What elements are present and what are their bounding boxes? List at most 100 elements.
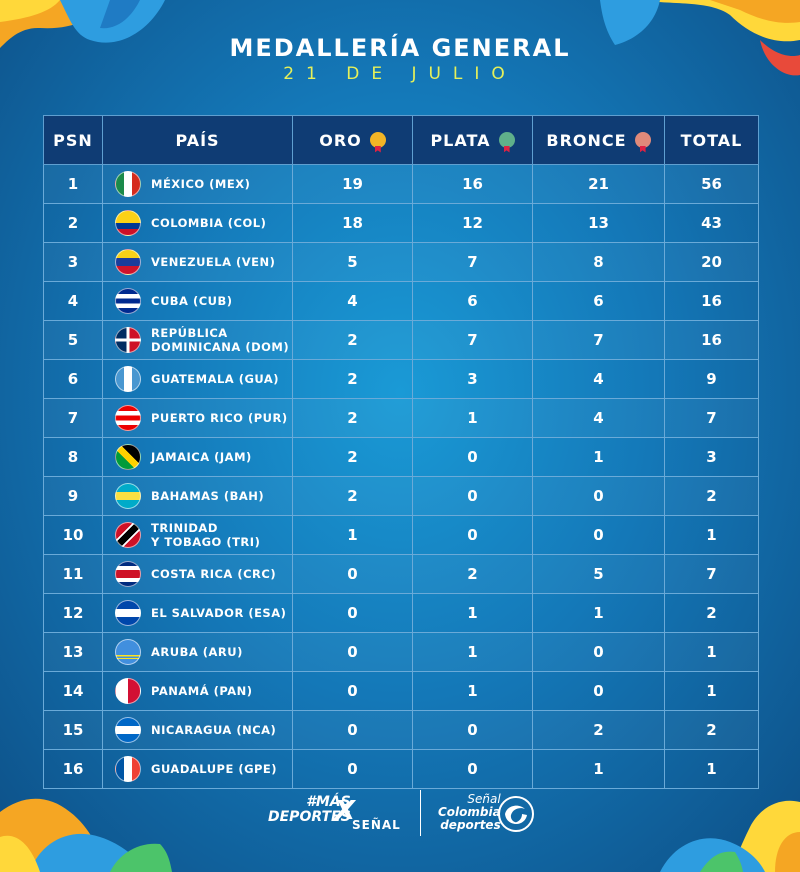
cell-bronce: 4 — [532, 359, 665, 399]
cell-oro: 18 — [292, 203, 413, 243]
colombia-flag-icon — [115, 210, 141, 236]
cell-total: 1 — [664, 749, 759, 789]
cell-pais: ARUBA (ARU) — [102, 632, 293, 672]
cell-plata: 16 — [412, 164, 533, 204]
cell-oro: 0 — [292, 671, 413, 711]
cell-bronce: 13 — [532, 203, 665, 243]
cell-plata: 1 — [412, 671, 533, 711]
table-row: 6 GUATEMALA (GUA) 2 3 4 9 — [43, 359, 759, 399]
cell-psn: 3 — [43, 242, 103, 282]
cell-oro: 0 — [292, 710, 413, 750]
cell-oro: 2 — [292, 320, 413, 360]
table-row: 5 REPÚBLICA DOMINICANA (DOM) 2 7 7 16 — [43, 320, 759, 360]
cell-total: 16 — [664, 320, 759, 360]
cell-total: 2 — [664, 476, 759, 516]
cell-psn: 8 — [43, 437, 103, 477]
country-name: REPÚBLICA DOMINICANA (DOM) — [151, 326, 290, 354]
cell-total: 1 — [664, 671, 759, 711]
cell-psn: 16 — [43, 749, 103, 789]
corner-decoration-top-right — [600, 0, 800, 76]
dominican-republic-flag-icon — [115, 327, 141, 353]
cell-bronce: 0 — [532, 632, 665, 672]
cell-oro: 2 — [292, 437, 413, 477]
cell-bronce: 0 — [532, 671, 665, 711]
cell-plata: 1 — [412, 398, 533, 438]
table-row: 14 PANAMÁ (PAN) 0 1 0 1 — [43, 671, 759, 711]
table-row: 12 EL SALVADOR (ESA) 0 1 1 2 — [43, 593, 759, 633]
gold-medal-icon — [369, 131, 386, 148]
cell-pais: TRINIDAD Y TOBAGO (TRI) — [102, 515, 293, 555]
corner-decoration-bottom-left — [0, 798, 172, 872]
country-name: TRINIDAD Y TOBAGO (TRI) — [151, 521, 261, 549]
cell-plata: 12 — [412, 203, 533, 243]
silver-medal-icon — [498, 131, 515, 148]
country-name: ARUBA (ARU) — [151, 645, 243, 659]
mexico-flag-icon — [115, 171, 141, 197]
cell-total: 7 — [664, 554, 759, 594]
venezuela-flag-icon — [115, 249, 141, 275]
cell-psn: 12 — [43, 593, 103, 633]
cell-oro: 0 — [292, 554, 413, 594]
mas-deportes-x-mark: X — [335, 796, 356, 826]
table-header-row: PSN PAÍS ORO PLATA BRONCE TOTAL — [43, 115, 759, 165]
country-name: COSTA RICA (CRC) — [151, 567, 277, 581]
country-name: MÉXICO (MEX) — [151, 177, 251, 191]
cell-bronce: 2 — [532, 710, 665, 750]
cell-bronce: 7 — [532, 320, 665, 360]
country-name: BAHAMAS (BAH) — [151, 489, 265, 503]
cell-psn: 11 — [43, 554, 103, 594]
cell-plata: 7 — [412, 242, 533, 282]
cell-bronce: 0 — [532, 476, 665, 516]
cell-plata: 0 — [412, 515, 533, 555]
jamaica-flag-icon — [115, 444, 141, 470]
cell-oro: 1 — [292, 515, 413, 555]
cell-plata: 6 — [412, 281, 533, 321]
cell-total: 3 — [664, 437, 759, 477]
cell-total: 16 — [664, 281, 759, 321]
table-row: 11 COSTA RICA (CRC) 0 2 5 7 — [43, 554, 759, 594]
cell-psn: 13 — [43, 632, 103, 672]
cell-bronce: 0 — [532, 515, 665, 555]
cell-bronce: 4 — [532, 398, 665, 438]
cell-psn: 4 — [43, 281, 103, 321]
medal-table: PSN PAÍS ORO PLATA BRONCE TOTAL 1 MÉXICO … — [43, 115, 759, 789]
cell-plata: 3 — [412, 359, 533, 399]
cell-psn: 5 — [43, 320, 103, 360]
cell-total: 7 — [664, 398, 759, 438]
cell-pais: BAHAMAS (BAH) — [102, 476, 293, 516]
puerto-rico-flag-icon — [115, 405, 141, 431]
cell-oro: 5 — [292, 242, 413, 282]
guatemala-flag-icon — [115, 366, 141, 392]
country-name: JAMAICA (JAM) — [151, 450, 252, 464]
cell-plata: 2 — [412, 554, 533, 594]
table-row: 8 JAMAICA (JAM) 2 0 1 3 — [43, 437, 759, 477]
cell-psn: 10 — [43, 515, 103, 555]
cell-psn: 15 — [43, 710, 103, 750]
column-header-bronce: BRONCE — [532, 115, 665, 165]
page-title: MEDALLERÍA GENERAL — [229, 34, 571, 62]
cell-psn: 7 — [43, 398, 103, 438]
cell-bronce: 1 — [532, 437, 665, 477]
cell-pais: CUBA (CUB) — [102, 281, 293, 321]
cell-pais: JAMAICA (JAM) — [102, 437, 293, 477]
cell-oro: 2 — [292, 359, 413, 399]
cell-pais: REPÚBLICA DOMINICANA (DOM) — [102, 320, 293, 360]
nicaragua-flag-icon — [115, 717, 141, 743]
corner-decoration-bottom-right — [660, 800, 800, 872]
country-name: COLOMBIA (COL) — [151, 216, 267, 230]
medal-table-body: 1 MÉXICO (MEX) 19 16 21 56 2 COLOMBIA (COL) 18 12… — [43, 164, 759, 789]
cell-bronce: 6 — [532, 281, 665, 321]
cell-pais: EL SALVADOR (ESA) — [102, 593, 293, 633]
table-row: 13 ARUBA (ARU) 0 1 0 1 — [43, 632, 759, 672]
table-row: 16 GUADALUPE (GPE) 0 0 1 1 — [43, 749, 759, 789]
el-salvador-flag-icon — [115, 600, 141, 626]
cell-plata: 0 — [412, 710, 533, 750]
aruba-flag-icon — [115, 639, 141, 665]
cell-oro: 4 — [292, 281, 413, 321]
cell-total: 9 — [664, 359, 759, 399]
cell-oro: 0 — [292, 749, 413, 789]
country-name: GUATEMALA (GUA) — [151, 372, 280, 386]
cell-psn: 2 — [43, 203, 103, 243]
panama-flag-icon — [115, 678, 141, 704]
cell-pais: PUERTO RICO (PUR) — [102, 398, 293, 438]
